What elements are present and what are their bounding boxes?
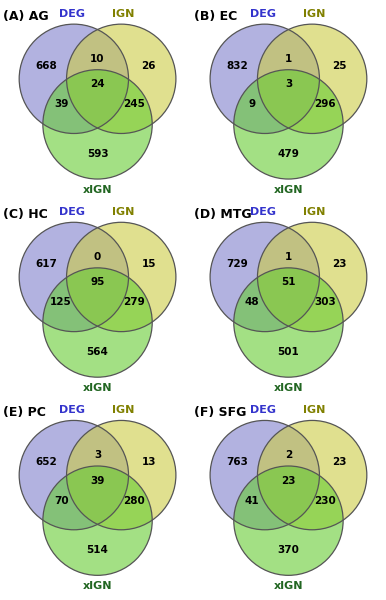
Text: 1: 1 <box>285 252 292 262</box>
Text: 230: 230 <box>314 496 336 506</box>
Text: 832: 832 <box>227 61 248 71</box>
Circle shape <box>257 222 367 332</box>
Text: (A) AG: (A) AG <box>3 10 48 23</box>
Text: DEG: DEG <box>59 405 85 415</box>
Text: IGN: IGN <box>303 405 325 415</box>
Text: 24: 24 <box>90 79 105 89</box>
Text: 3: 3 <box>285 79 292 89</box>
Text: 617: 617 <box>36 259 58 269</box>
Text: 95: 95 <box>90 277 105 287</box>
Text: 9: 9 <box>249 100 256 109</box>
Text: xIGN: xIGN <box>274 383 303 392</box>
Text: 479: 479 <box>278 149 300 158</box>
Text: xIGN: xIGN <box>83 185 112 194</box>
Text: xIGN: xIGN <box>274 185 303 194</box>
Circle shape <box>43 268 152 377</box>
Text: IGN: IGN <box>112 405 134 415</box>
Text: 23: 23 <box>332 457 347 467</box>
Circle shape <box>234 466 343 575</box>
Text: IGN: IGN <box>303 207 325 217</box>
Text: (B) EC: (B) EC <box>194 10 237 23</box>
Text: 39: 39 <box>54 100 68 109</box>
Text: IGN: IGN <box>112 8 134 19</box>
Text: 25: 25 <box>332 61 347 71</box>
Text: 303: 303 <box>314 298 336 307</box>
Text: DEG: DEG <box>250 8 276 19</box>
Circle shape <box>234 268 343 377</box>
Circle shape <box>19 24 129 133</box>
Circle shape <box>19 421 129 530</box>
Circle shape <box>210 421 320 530</box>
Text: 514: 514 <box>86 545 108 555</box>
Text: 593: 593 <box>87 149 108 158</box>
Circle shape <box>43 70 152 179</box>
Text: 125: 125 <box>50 298 72 307</box>
Text: xIGN: xIGN <box>83 581 112 591</box>
Circle shape <box>257 421 367 530</box>
Circle shape <box>43 466 152 575</box>
Text: 23: 23 <box>332 259 347 269</box>
Text: 370: 370 <box>278 545 300 555</box>
Text: 41: 41 <box>245 496 259 506</box>
Text: DEG: DEG <box>59 207 85 217</box>
Text: 10: 10 <box>90 54 105 64</box>
Text: 668: 668 <box>36 61 58 71</box>
Text: 501: 501 <box>278 347 299 356</box>
Text: 39: 39 <box>90 476 105 485</box>
Circle shape <box>257 24 367 133</box>
Text: 763: 763 <box>227 457 248 467</box>
Circle shape <box>66 222 176 332</box>
Text: 23: 23 <box>281 476 296 485</box>
Text: (D) MTG: (D) MTG <box>194 208 251 221</box>
Text: (F) SFG: (F) SFG <box>194 406 246 419</box>
Text: IGN: IGN <box>303 8 325 19</box>
Circle shape <box>19 222 129 332</box>
Text: 70: 70 <box>54 496 68 506</box>
Text: IGN: IGN <box>112 207 134 217</box>
Circle shape <box>66 421 176 530</box>
Text: 245: 245 <box>123 100 145 109</box>
Text: 26: 26 <box>141 61 156 71</box>
Circle shape <box>66 24 176 133</box>
Text: 2: 2 <box>285 450 292 460</box>
Text: 0: 0 <box>94 252 101 262</box>
Text: xIGN: xIGN <box>274 581 303 591</box>
Text: 652: 652 <box>36 457 58 467</box>
Text: 279: 279 <box>123 298 145 307</box>
Text: xIGN: xIGN <box>83 383 112 392</box>
Text: 13: 13 <box>141 457 156 467</box>
Text: 564: 564 <box>86 347 108 356</box>
Text: 51: 51 <box>281 277 296 287</box>
Circle shape <box>210 24 320 133</box>
Text: 15: 15 <box>141 259 156 269</box>
Text: 729: 729 <box>227 259 248 269</box>
Text: DEG: DEG <box>59 8 85 19</box>
Text: 1: 1 <box>285 54 292 64</box>
Text: DEG: DEG <box>250 207 276 217</box>
Circle shape <box>234 70 343 179</box>
Text: 280: 280 <box>123 496 145 506</box>
Circle shape <box>210 222 320 332</box>
Text: (C) HC: (C) HC <box>3 208 47 221</box>
Text: 3: 3 <box>94 450 101 460</box>
Text: (E) PC: (E) PC <box>3 406 46 419</box>
Text: 296: 296 <box>314 100 336 109</box>
Text: DEG: DEG <box>250 405 276 415</box>
Text: 48: 48 <box>245 298 259 307</box>
